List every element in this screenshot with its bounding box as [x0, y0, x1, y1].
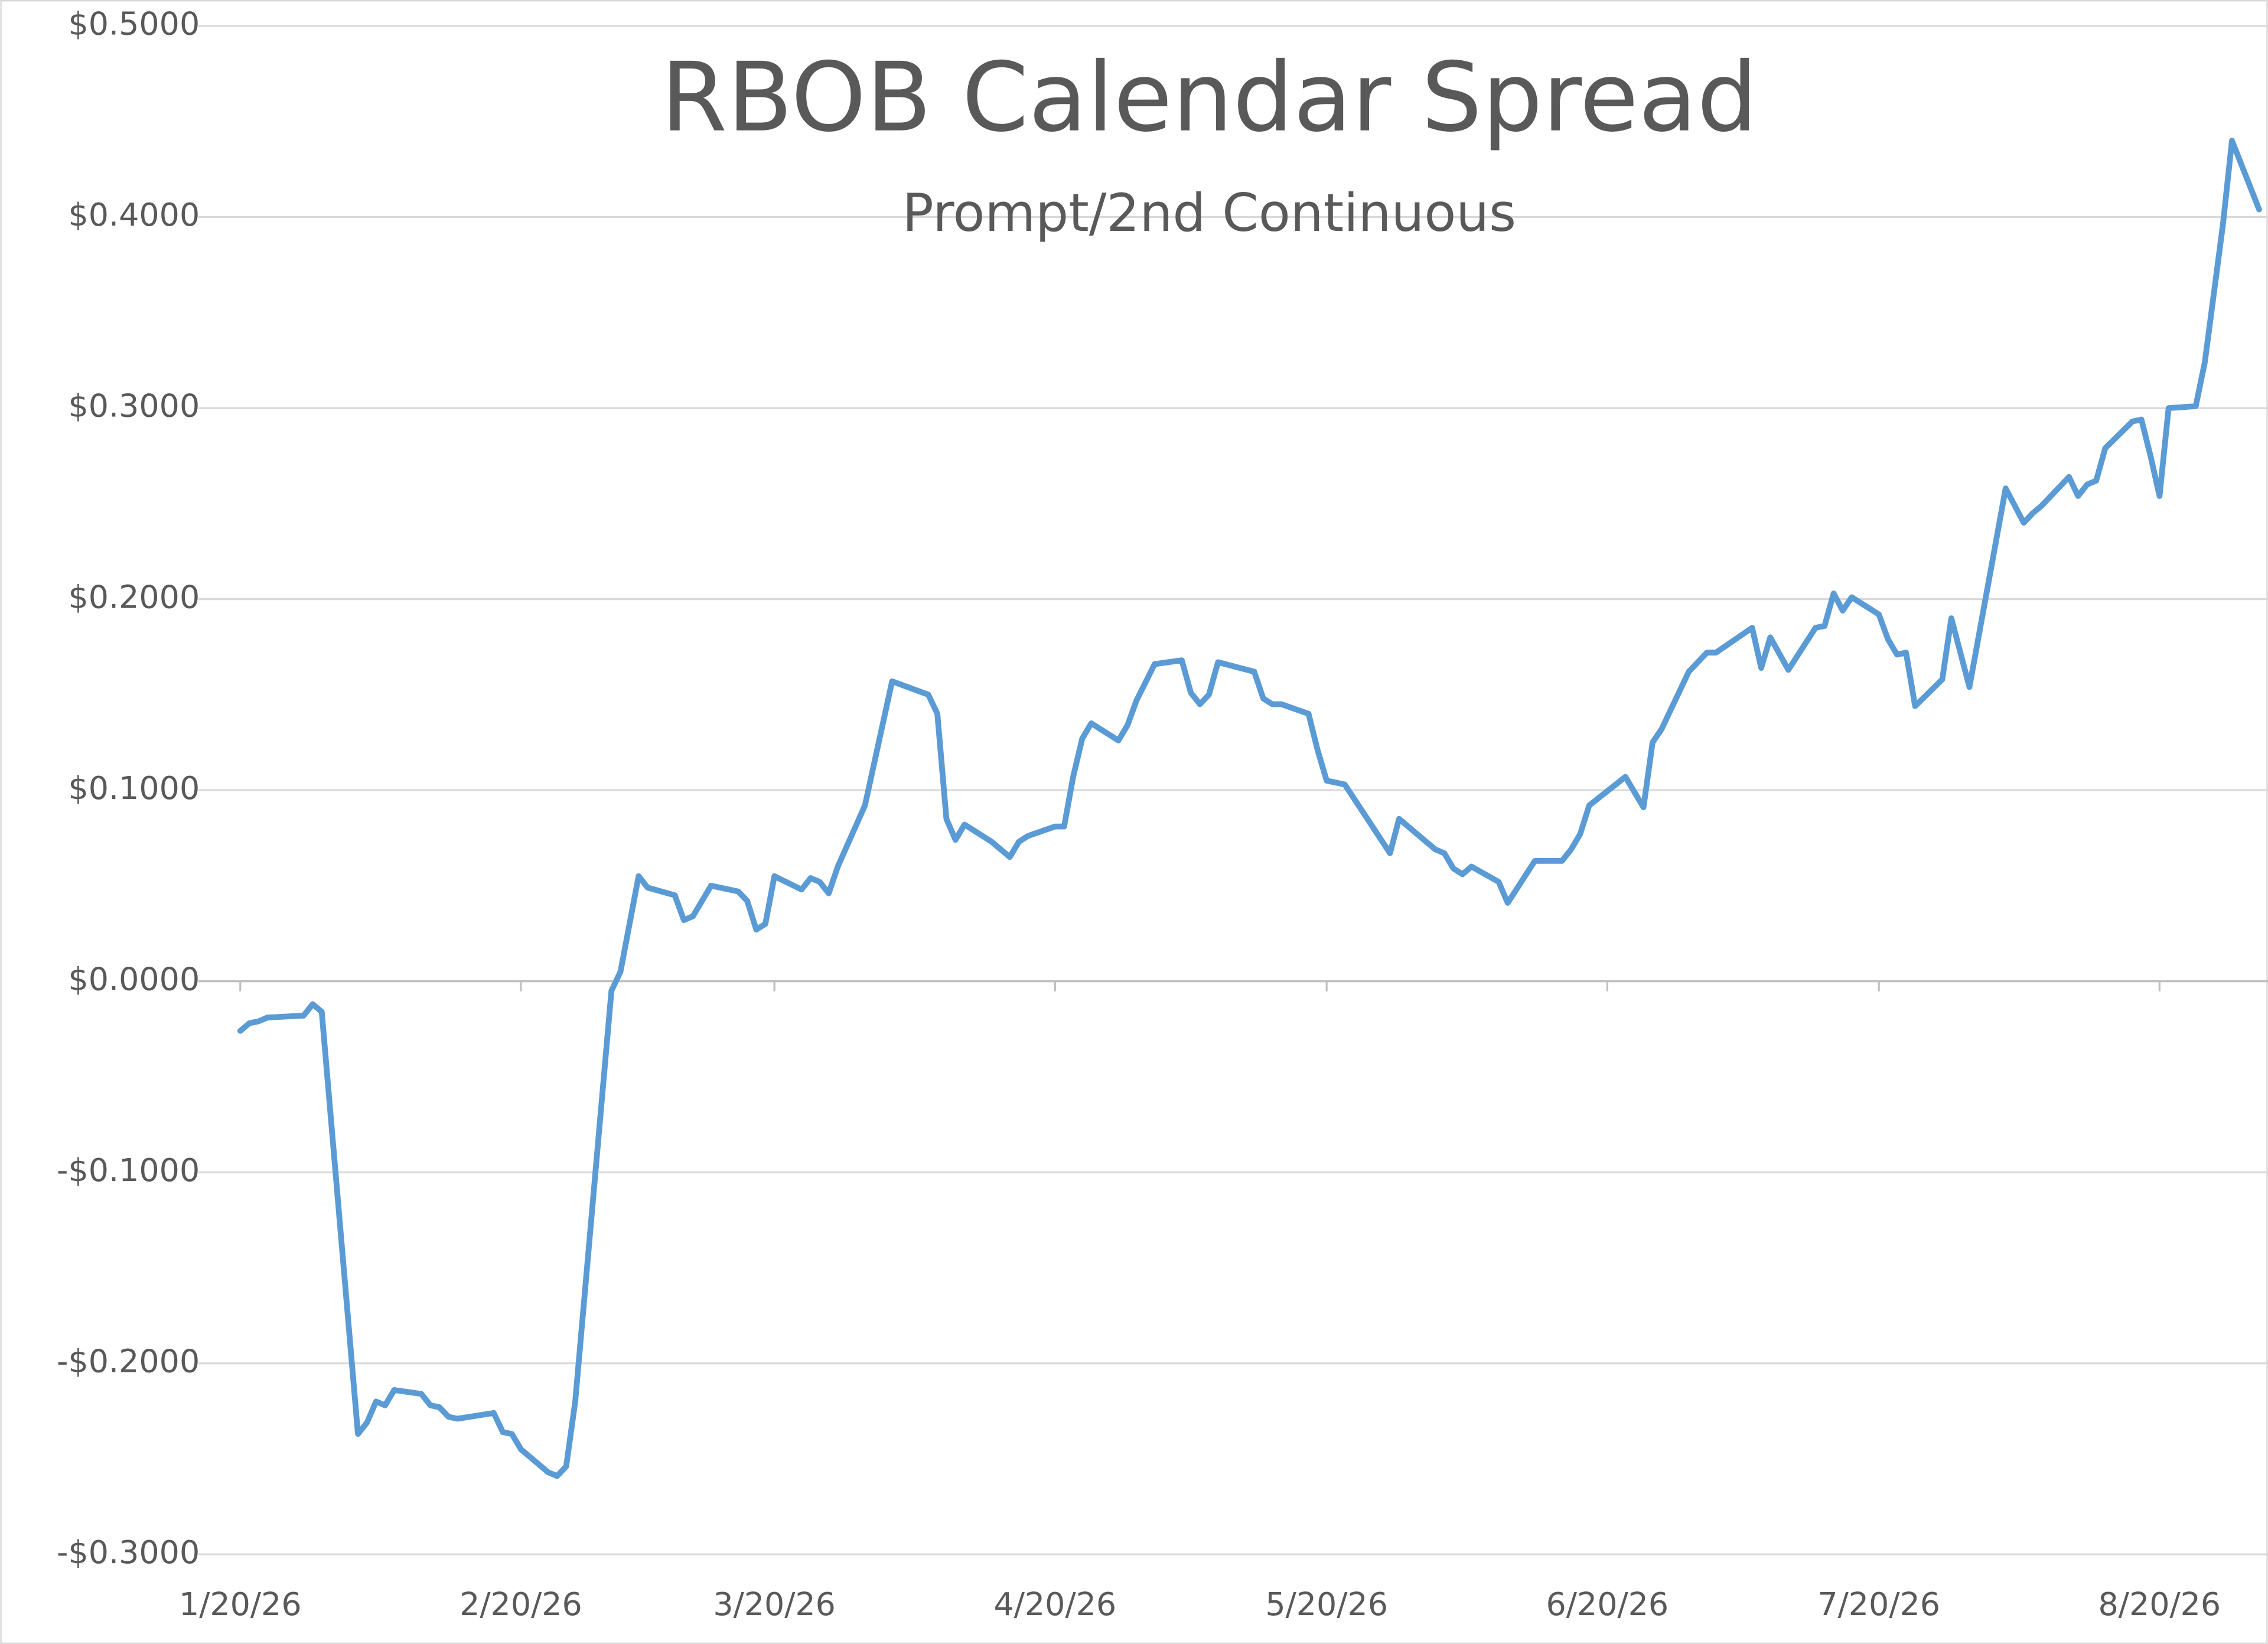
x-tick-label: 6/20/26 — [1546, 1586, 1669, 1623]
y-tick-label: -$0.3000 — [57, 1534, 200, 1571]
y-tick-label: $0.1000 — [69, 769, 200, 807]
series-line — [237, 138, 2262, 1479]
y-tick-label: $0.2000 — [69, 578, 200, 615]
grid — [198, 25, 2268, 1555]
y-tick-label: -$0.1000 — [57, 1152, 200, 1189]
x-tick-label: 2/20/26 — [460, 1586, 582, 1623]
chart-subtitle: Prompt/2nd Continuous — [902, 182, 1516, 243]
y-tick-label: -$0.2000 — [57, 1342, 200, 1379]
x-tick-label: 1/20/26 — [179, 1586, 302, 1623]
y-tick-label: $0.3000 — [69, 387, 200, 425]
y-tick-label: $0.4000 — [69, 196, 200, 233]
plot — [237, 138, 2262, 1479]
y-tick-label: $0.0000 — [69, 960, 200, 997]
y-tick-label: $0.5000 — [69, 5, 200, 43]
x-tick-label: 3/20/26 — [713, 1586, 836, 1623]
x-tick-label: 7/20/26 — [1817, 1586, 1940, 1623]
x-tick-label: 5/20/26 — [1265, 1586, 1388, 1623]
x-tick-label: 4/20/26 — [994, 1586, 1117, 1623]
chart-title: RBOB Calendar Spread — [661, 43, 1758, 154]
x-tick-label: 8/20/26 — [2098, 1586, 2221, 1623]
